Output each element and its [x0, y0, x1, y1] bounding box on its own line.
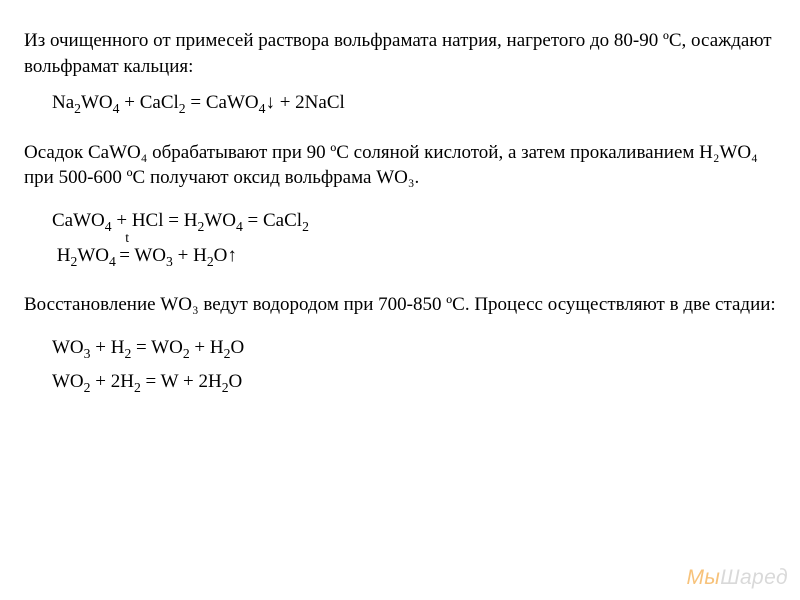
- equation-5: WO2 + 2H2 = W + 2H2O: [52, 368, 776, 397]
- paragraph-3: Восстановление WO₃ ведут водородом при 7…: [24, 292, 776, 318]
- watermark: МыШаред: [687, 566, 789, 590]
- equation-1: Na2WO4 + CaCl2 = CaWO4↓ + 2NaCl: [52, 89, 776, 118]
- equation-3: H2WO4 = WO3 + H2O↑: [52, 242, 776, 271]
- watermark-part2: Шаред: [720, 566, 788, 589]
- equation-2: CaWO4 + HCl = H2WO4 = CaCl2: [52, 207, 776, 236]
- paragraph-2: Осадок CaWO₄ обрабатывают при 90 ºС соля…: [24, 140, 776, 191]
- watermark-part1: Мы: [687, 566, 721, 589]
- paragraph-intro: Из очищенного от примесей раствора вольф…: [24, 28, 776, 79]
- equation-4: WO3 + H2 = WO2 + H2O: [52, 334, 776, 363]
